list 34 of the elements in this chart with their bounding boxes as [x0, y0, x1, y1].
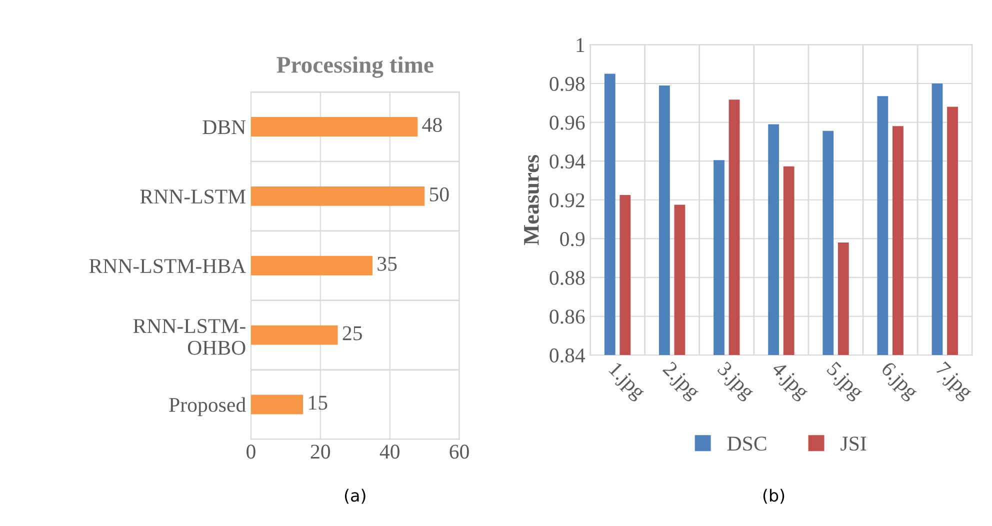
- x-tick-label: 0: [246, 444, 256, 459]
- y-tick-label: 0.98: [550, 76, 585, 92]
- y-tick-label: 0.92: [550, 193, 584, 208]
- y-tick-label: 0.88: [550, 270, 585, 285]
- bar: [250, 117, 418, 136]
- bar: [250, 325, 338, 345]
- legend-label: DSC: [727, 436, 766, 451]
- y-tick-label: 0.84: [550, 348, 586, 363]
- bar: [250, 256, 372, 276]
- y-tick-label: RNN-LSTM- OHBO: [133, 319, 246, 355]
- y-tick-label: RNN-LSTM-HBA: [89, 259, 246, 274]
- y-tick-label: 1: [576, 38, 584, 52]
- bar: [250, 186, 425, 206]
- data-label: 50: [430, 187, 449, 202]
- data-label: 35: [378, 256, 397, 271]
- y-tick-label: 0.86: [550, 310, 585, 324]
- y-tick-label: Proposed: [169, 397, 246, 416]
- y-tick-label: 0.94: [550, 154, 586, 169]
- bar: [250, 394, 304, 414]
- x-tick-label: 60: [450, 444, 469, 459]
- x-tick-label: 20: [310, 444, 330, 459]
- y-tick-label: RNN-LSTM: [140, 190, 246, 204]
- y-tick-label: 0.9: [560, 232, 585, 246]
- data-label: 48: [422, 118, 442, 132]
- y-tick-label: 0.96: [550, 116, 585, 130]
- text: (a): [344, 488, 366, 504]
- y-tick-label: DBN: [202, 120, 246, 134]
- data-label: 15: [309, 396, 328, 410]
- legend-label: JSI: [840, 436, 866, 451]
- x-tick-label: 40: [380, 444, 400, 459]
- data-label: 25: [342, 326, 362, 340]
- y-axis-title: Measures: [524, 154, 539, 245]
- text: (b): [763, 488, 784, 504]
- chart-title: Processing time: [276, 56, 434, 78]
